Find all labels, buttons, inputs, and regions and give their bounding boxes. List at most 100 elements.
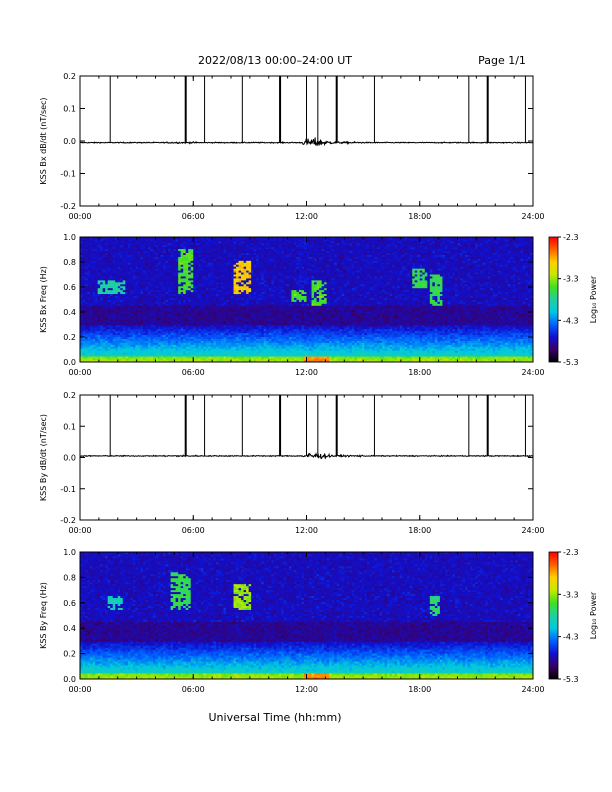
spectrogram-cell (480, 348, 484, 351)
spectrogram-cell (301, 352, 305, 355)
spectrogram-cell (137, 340, 141, 343)
spectrogram-cell (286, 354, 290, 357)
spectrogram-cell (311, 350, 315, 353)
spectrogram-cell (130, 358, 134, 361)
spectrogram-cell (281, 342, 285, 345)
spectrogram-cell (140, 344, 144, 347)
spectrogram-cell (490, 346, 494, 349)
spectrogram-cell (266, 342, 270, 345)
spectrogram-cell (364, 346, 368, 349)
spectrogram-cell (236, 348, 239, 351)
spectrogram-cell (382, 356, 385, 359)
spectrogram-cell (150, 342, 154, 345)
spectrogram-cell (248, 358, 252, 361)
spectrogram-cell (356, 342, 360, 345)
spectrogram-cell (321, 350, 325, 353)
spectrogram-cell (115, 348, 119, 351)
spectrogram-cell (263, 360, 267, 363)
spectrogram-cell (263, 338, 267, 341)
spectrogram-cell (293, 354, 297, 357)
spectrogram-cell (522, 338, 526, 341)
spectrogram-cell (354, 350, 358, 353)
spectrogram-cell (361, 350, 365, 353)
spectrogram-cell (142, 346, 146, 349)
spectrogram-cell (384, 342, 388, 345)
spectrogram-cell (288, 348, 292, 351)
spectrogram-cell (170, 360, 174, 363)
spectrogram-cell (258, 348, 262, 351)
spectrogram-cell (334, 358, 338, 361)
spectrogram-cell (470, 360, 473, 363)
spectrogram-cell (107, 358, 111, 361)
spectrogram-cell (392, 346, 395, 349)
spectrogram-cell (454, 342, 458, 345)
spectrogram-cell (85, 354, 88, 357)
spectrogram-cell (379, 342, 383, 345)
spectrogram-cell (429, 346, 433, 349)
spectrogram-cell (198, 338, 202, 341)
spectrogram-cell (525, 338, 529, 341)
spectrogram-cell (286, 344, 290, 347)
spectrogram-cell (298, 358, 302, 361)
spectrogram-cell (371, 360, 375, 363)
spectrogram-cell (271, 344, 275, 347)
spectrogram-cell (160, 348, 164, 351)
spectrogram-cell (339, 338, 343, 341)
spectrogram-cell (215, 356, 219, 359)
spectrogram-cell (371, 358, 375, 361)
spectrogram-cell (90, 360, 93, 363)
spectrogram-cell (90, 346, 93, 349)
spectrogram-cell (158, 354, 161, 357)
spectrogram-cell (125, 360, 129, 363)
spectrogram-cell (142, 338, 146, 341)
spectrogram-cell (399, 358, 403, 361)
spectrogram-cell (208, 356, 212, 359)
spectrogram-cell (309, 354, 312, 357)
spectrogram-cell (457, 344, 461, 347)
spectrogram-cell (150, 344, 154, 347)
spectrogram-cell (248, 350, 252, 353)
spectrogram-cell (394, 356, 398, 359)
spectrogram-cell (127, 352, 131, 355)
spectrogram-cell (356, 346, 360, 349)
spectrogram-cell (452, 356, 456, 359)
spectrogram-cell (120, 354, 124, 357)
spectrogram-cell (303, 360, 307, 363)
spectrogram-cell (256, 338, 260, 341)
spectrogram-cell (419, 338, 423, 341)
spectrogram-cell (376, 354, 380, 357)
spectrogram-cell (387, 348, 390, 351)
spectrogram-cell (339, 340, 343, 343)
spectrogram-cell (490, 350, 494, 353)
spectrogram-cell (326, 356, 330, 359)
spectrogram-cell (188, 356, 192, 359)
spectrogram-cell (160, 354, 164, 357)
spectrogram-cell (384, 354, 388, 357)
spectrogram-cell (246, 338, 250, 341)
spectrogram-cell (527, 342, 531, 345)
spectrogram-cell (80, 356, 83, 359)
spectrogram-cell (225, 352, 229, 355)
spectrogram-cell (510, 350, 514, 353)
spectrogram-cell (120, 352, 124, 355)
spectrogram-cell (341, 354, 345, 357)
spectrogram-cell (467, 348, 471, 351)
spectrogram-cell (165, 354, 169, 357)
spectrogram-cell (329, 342, 333, 345)
spectrogram-cell (462, 350, 466, 353)
spectrogram-cell (303, 350, 307, 353)
spectrogram-cell (376, 352, 380, 355)
spectrogram-cell (394, 350, 398, 353)
spectrogram-cell (361, 338, 365, 341)
spectrogram-cell (319, 338, 322, 341)
spectrogram-cell (253, 340, 257, 343)
spectrogram-cell (261, 352, 265, 355)
spectrogram-cell (92, 358, 96, 361)
spectrogram-cell (465, 356, 468, 359)
spectrogram-cell (527, 338, 531, 341)
spectrogram-cell (303, 354, 307, 357)
spectrogram-cell (482, 338, 486, 341)
spectrogram-cell (319, 356, 322, 359)
spectrogram-cell (460, 360, 463, 363)
spectrogram-cell (500, 348, 504, 351)
